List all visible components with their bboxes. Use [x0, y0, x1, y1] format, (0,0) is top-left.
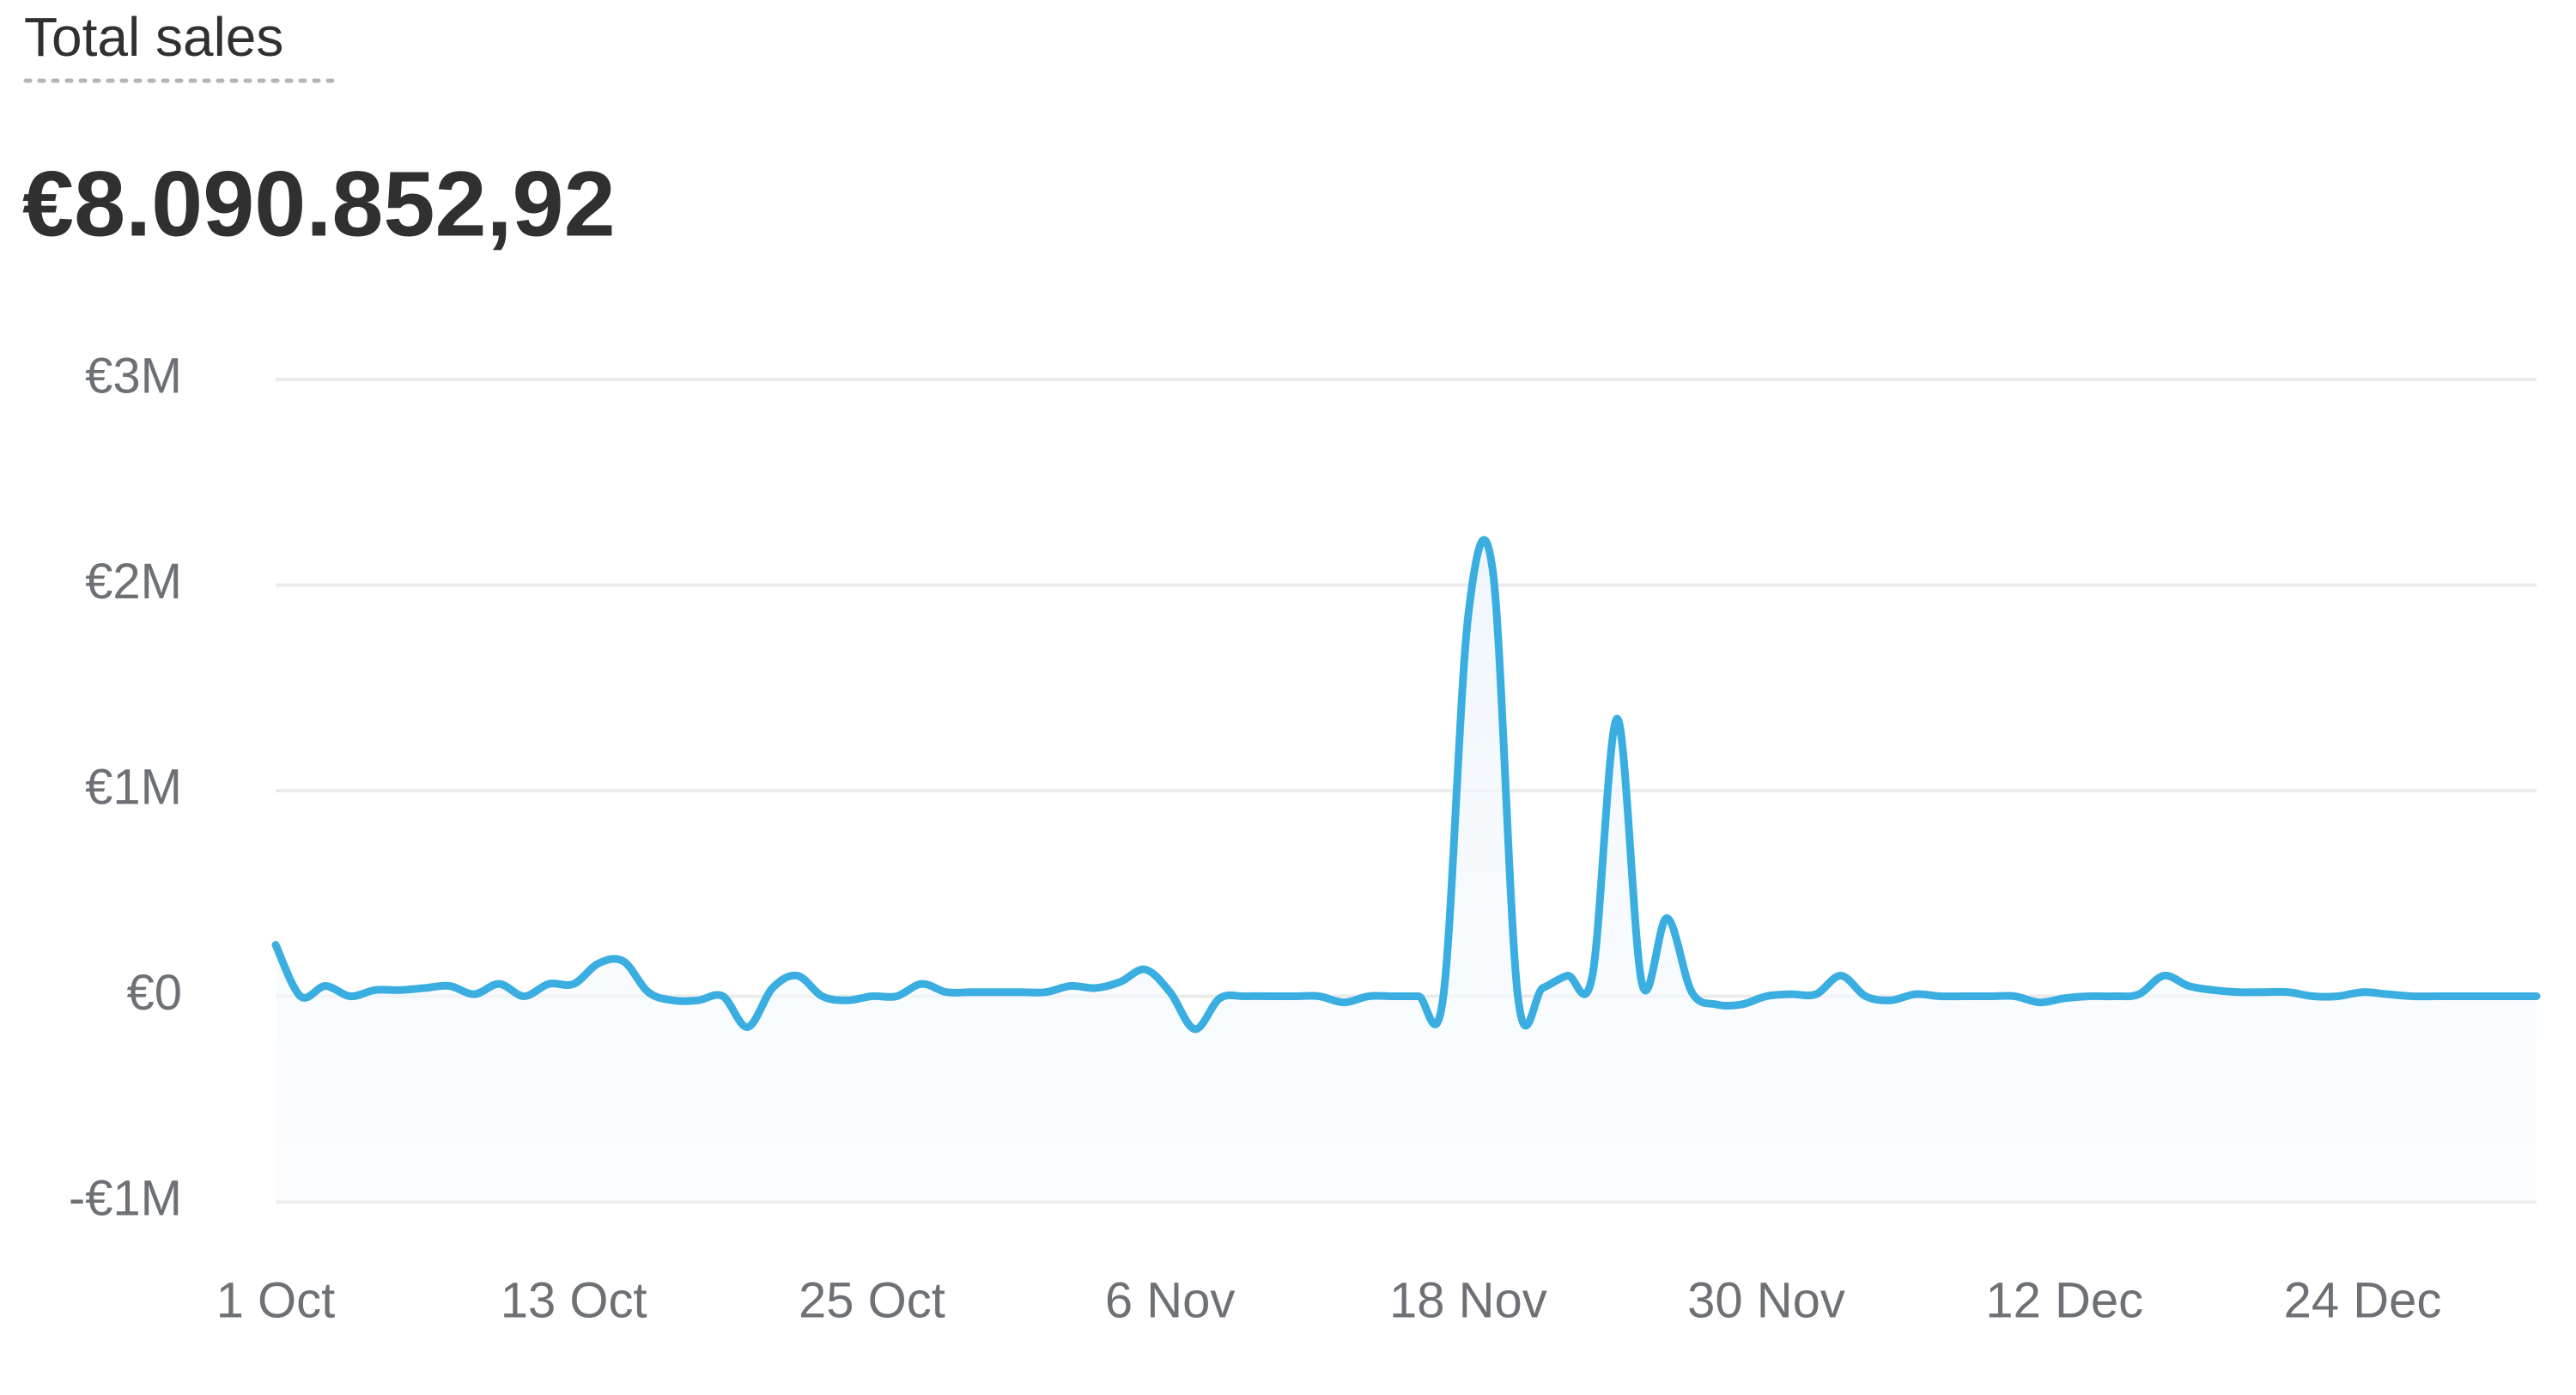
x-tick-label: 30 Nov — [1687, 1272, 1845, 1328]
y-tick-label: -€1M — [69, 1170, 182, 1226]
x-tick-label: 1 Oct — [216, 1272, 336, 1328]
x-tick-label: 6 Nov — [1105, 1272, 1236, 1328]
y-tick-label: €0 — [126, 965, 182, 1021]
x-tick-label: 12 Dec — [1985, 1272, 2143, 1328]
x-tick-label: 13 Oct — [501, 1272, 647, 1328]
y-tick-label: €2M — [85, 554, 182, 610]
chart-title[interactable]: Total sales — [24, 6, 283, 68]
total-value: €8.090.852,92 — [22, 152, 616, 256]
area — [276, 539, 2537, 1202]
line — [271, 536, 2541, 1034]
y-tick-label: €3M — [85, 348, 182, 403]
y-tick-label: €1M — [85, 759, 182, 815]
x-tick-label: 18 Nov — [1389, 1272, 1547, 1328]
x-tick-label: 24 Dec — [2284, 1272, 2442, 1328]
x-tick-label: 25 Oct — [799, 1272, 945, 1328]
